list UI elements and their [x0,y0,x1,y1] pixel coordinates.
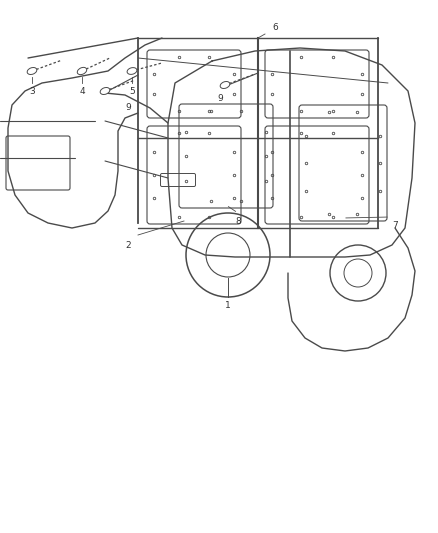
Text: 9: 9 [125,103,131,112]
Ellipse shape [127,68,137,75]
Text: 2: 2 [125,240,131,249]
Text: 6: 6 [272,23,278,33]
Ellipse shape [27,68,37,75]
Text: 5: 5 [129,86,135,95]
Ellipse shape [100,87,110,94]
Ellipse shape [77,67,87,75]
Text: 4: 4 [79,86,85,95]
Text: 7: 7 [392,221,398,230]
Text: 9: 9 [217,93,223,102]
Text: 3: 3 [29,86,35,95]
Text: 8: 8 [235,216,241,225]
Ellipse shape [220,82,230,88]
Text: 1: 1 [225,301,231,310]
